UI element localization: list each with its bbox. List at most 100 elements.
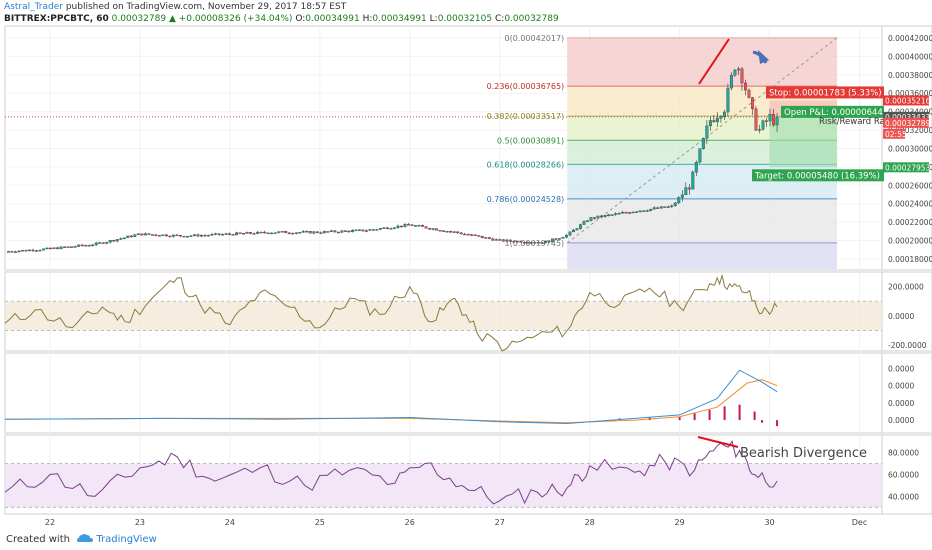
candle-body: [382, 227, 386, 229]
candle-body: [94, 242, 98, 246]
candle-body: [772, 114, 775, 126]
candle-body: [17, 250, 21, 253]
candle-body: [101, 242, 105, 244]
candle-body: [687, 187, 691, 190]
candle-body: [761, 120, 765, 130]
candle-body: [66, 246, 70, 248]
fib-band-0.786: [567, 198, 838, 243]
candle-body: [35, 250, 38, 252]
bearish-high-line: [698, 38, 730, 85]
stop-label-bg: [766, 86, 884, 99]
close-value: 0.00032789: [504, 14, 559, 24]
macd-tick-label: 0.0000: [888, 399, 914, 408]
candle-body: [466, 234, 470, 236]
candle-body: [133, 234, 137, 237]
panel-frame-macd: [4, 352, 932, 434]
candle-body: [308, 231, 312, 234]
fib-band-below: [567, 242, 838, 269]
candle-body: [670, 205, 674, 207]
candle-body: [196, 234, 200, 237]
candle-body: [10, 251, 14, 253]
price-tick-label: 0.00040000: [888, 52, 932, 61]
target-label: Target: 0.00005480 (16.39%): [752, 169, 884, 182]
candle-body: [364, 230, 368, 232]
candle-body: [193, 234, 196, 236]
candle-body: [631, 211, 635, 214]
candle-body: [575, 228, 579, 231]
candle-body: [733, 69, 737, 76]
candle-body: [638, 210, 642, 212]
candle-body: [680, 194, 684, 198]
candle-body: [221, 234, 225, 236]
candle-body: [407, 224, 410, 226]
candle-body: [389, 228, 393, 230]
target-label-text: Target: 0.00005480 (16.39%): [754, 171, 880, 181]
candle-body: [336, 231, 340, 234]
candle-body: [259, 231, 263, 234]
candle-body: [273, 232, 277, 234]
candle-body: [175, 234, 179, 237]
candle-body: [200, 235, 203, 237]
fib-label-0.618: 0.618(0.00028266): [487, 160, 565, 169]
price-tick-label: 0.00036000: [888, 89, 932, 98]
candle-body: [322, 231, 326, 234]
macd-hist-bar: [708, 409, 711, 421]
candle-body: [589, 217, 593, 221]
candle-body: [7, 251, 10, 253]
candle-body: [621, 212, 625, 214]
candle-body: [115, 239, 119, 242]
stop-label-text: Stop: 0.00001783 (5.33%): [769, 88, 882, 98]
candle-body: [666, 206, 670, 208]
candle-body: [417, 225, 421, 227]
candle-body: [473, 234, 477, 236]
candle-body: [505, 239, 509, 242]
candle-body: [705, 125, 709, 139]
candle-body: [491, 238, 495, 241]
candle-body: [119, 238, 123, 240]
candle-body: [628, 212, 632, 214]
candle-body: [645, 210, 649, 212]
candle-body: [438, 230, 442, 232]
rsi-panel: 80.0000 60.0000 40.0000 Bearish Divergence: [4, 436, 919, 508]
x-tick-label: 30: [764, 518, 774, 527]
candle-body: [533, 242, 537, 244]
candle-body: [593, 217, 596, 219]
candle-body: [70, 246, 74, 248]
candle-body: [494, 239, 498, 241]
author-link[interactable]: Astral_Trader: [4, 2, 63, 12]
candle-body: [126, 235, 130, 238]
candle-body: [214, 233, 217, 235]
candle-body: [677, 197, 681, 204]
x-tick-label: 28: [585, 518, 595, 527]
tradingview-cloud-icon: [77, 534, 94, 542]
candle-body: [403, 224, 407, 227]
cci-tick-label: -200.0000: [888, 341, 927, 350]
candle-body: [758, 129, 761, 131]
candle-body: [684, 187, 688, 196]
candle-body: [203, 235, 207, 237]
candle-body: [568, 231, 572, 236]
candle-body: [480, 235, 484, 238]
candle-body: [428, 228, 432, 230]
candle-body: [80, 244, 84, 247]
price-badge: [883, 95, 929, 106]
candle-body: [463, 233, 467, 236]
candle-body: [326, 231, 330, 233]
cci-band: [5, 301, 882, 331]
cci-tick-label: 0.0000: [888, 312, 914, 321]
candle-body: [112, 240, 116, 242]
candle-body: [694, 162, 698, 173]
candle-body: [386, 227, 389, 229]
candle-body: [519, 240, 523, 243]
tradingview-brand[interactable]: TradingView: [96, 534, 157, 545]
candle-body: [375, 229, 379, 231]
x-tick-label: 29: [675, 518, 685, 527]
fib-label-0: 0(0.00042017): [504, 34, 564, 43]
candle-body: [140, 233, 144, 236]
candle-body: [343, 230, 347, 232]
candle-body: [712, 120, 716, 123]
candle-body: [722, 111, 726, 117]
candle-body: [87, 245, 91, 247]
candle-body: [607, 214, 611, 216]
